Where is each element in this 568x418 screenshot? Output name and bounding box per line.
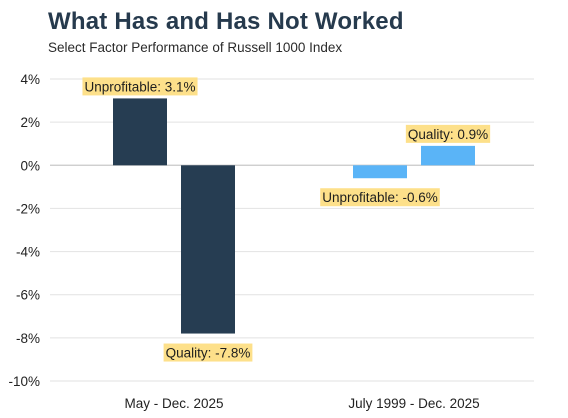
chart-subtitle: Select Factor Performance of Russell 100…: [48, 40, 343, 55]
y-tick-label: -4%: [16, 245, 40, 260]
bar-quality: [181, 165, 235, 334]
data-label-box: [163, 343, 253, 362]
y-tick-label: 4%: [20, 72, 40, 87]
y-tick-label: -8%: [16, 331, 40, 346]
data-label: Unprofitable: -0.6%: [322, 190, 438, 205]
bar-unprofitable: [353, 165, 407, 179]
bar-unprofitable: [113, 98, 167, 166]
data-label: Unprofitable: 3.1%: [84, 79, 195, 94]
x-category-label: July 1999 - Dec. 2025: [348, 396, 479, 411]
y-tick-label: -6%: [16, 288, 40, 303]
data-label: Quality: -7.8%: [166, 346, 251, 361]
y-tick-label: 0%: [20, 158, 40, 173]
data-label-box: [405, 124, 491, 143]
data-label-box: [82, 77, 198, 96]
y-tick-label: 2%: [20, 115, 40, 130]
data-label-box: [320, 188, 440, 207]
y-tick-label: -2%: [16, 201, 40, 216]
y-tick-label: -10%: [8, 374, 40, 389]
chart-title: What Has and Has Not Worked: [48, 8, 404, 35]
x-category-label: May - Dec. 2025: [124, 396, 223, 411]
bar-quality: [421, 145, 475, 166]
data-label: Quality: 0.9%: [408, 127, 488, 142]
